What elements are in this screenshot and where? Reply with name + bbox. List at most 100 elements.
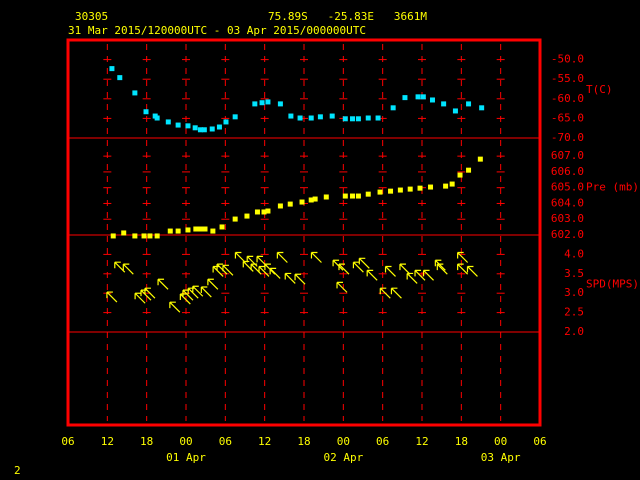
point	[342, 193, 348, 199]
x-tick-label: 12	[415, 435, 428, 448]
point	[350, 193, 356, 199]
point	[297, 115, 303, 121]
point	[457, 172, 463, 178]
y-axis-label: Pre (mb)	[586, 181, 639, 194]
point	[132, 90, 138, 96]
point	[355, 193, 361, 199]
point	[192, 125, 198, 131]
wind-arrow	[358, 257, 370, 269]
plot-frame	[66, 38, 542, 427]
wind-arrow	[379, 287, 391, 299]
wind-arrow	[258, 265, 270, 277]
x-tick-label: 18	[455, 435, 468, 448]
y-tick-label: -50.0	[551, 53, 584, 66]
y-tick-label: 3.5	[564, 267, 584, 280]
point	[210, 228, 216, 234]
x-tick-label: 06	[219, 435, 232, 448]
y-tick-label: 606.0	[551, 165, 584, 178]
point	[147, 233, 153, 239]
point	[477, 156, 483, 162]
point	[175, 228, 181, 234]
point	[342, 116, 348, 122]
point	[390, 105, 396, 111]
y-tick-label: -70.0	[551, 131, 584, 144]
wind-arrow	[310, 251, 322, 263]
wind-arrow	[140, 289, 152, 301]
x-tick-label: 18	[140, 435, 153, 448]
point	[350, 116, 356, 122]
wind-arrow	[169, 301, 181, 313]
station-location: 75.89S -25.83E 3661M	[268, 10, 427, 23]
point	[287, 201, 293, 207]
wind-arrow	[192, 285, 204, 297]
point	[244, 213, 250, 219]
y-tick-label: 604.0	[551, 196, 584, 209]
y-tick-label: 3.0	[564, 286, 584, 299]
wind-arrow	[332, 259, 344, 271]
wind-arrow	[352, 261, 364, 273]
wind-arrow	[406, 272, 418, 284]
y-tick-label: 607.0	[551, 149, 584, 162]
point	[441, 101, 447, 107]
point	[197, 226, 203, 232]
point	[259, 100, 265, 106]
point	[132, 233, 138, 239]
point	[167, 228, 173, 234]
date-label: 03 Apr	[481, 451, 521, 464]
wind-arrow	[144, 287, 156, 299]
point	[355, 116, 361, 122]
point	[154, 115, 160, 121]
point	[375, 115, 381, 121]
y-tick-label: 2.0	[564, 325, 584, 338]
point	[277, 101, 283, 107]
point	[261, 209, 267, 215]
point	[308, 197, 314, 203]
wind-arrow	[134, 292, 146, 304]
point	[449, 181, 455, 187]
station-id: 30305	[75, 10, 108, 23]
point	[175, 122, 181, 128]
y-axis-label: SPD(MPS)	[586, 278, 639, 291]
wind-arrow	[157, 278, 169, 290]
y-axis-label: T(C)	[586, 83, 613, 96]
x-tick-label: 00	[337, 435, 350, 448]
point	[254, 209, 260, 215]
point	[216, 124, 222, 130]
point	[232, 114, 238, 120]
wind-arrow	[122, 263, 134, 275]
wind-arrow	[466, 265, 478, 277]
point	[223, 119, 229, 125]
date-label: 02 Apr	[323, 451, 363, 464]
y-tick-label: -60.0	[551, 92, 584, 105]
wind-arrow	[294, 273, 306, 285]
point	[388, 188, 394, 194]
wind-arrow	[284, 272, 296, 284]
point	[202, 226, 208, 232]
wind-arrow	[106, 291, 118, 303]
point	[121, 230, 127, 236]
wind-arrow	[457, 263, 469, 275]
point	[252, 101, 258, 107]
point	[165, 119, 171, 125]
wind-arrow	[390, 287, 402, 299]
y-tick-label: 4.0	[564, 247, 584, 260]
wind-arrow	[436, 263, 448, 275]
x-tick-label: 00	[494, 435, 507, 448]
wind-arrow	[207, 278, 219, 290]
wind-arrow	[434, 259, 446, 271]
time-period: 31 Mar 2015/120000UTC - 03 Apr 2015/0000…	[68, 24, 366, 37]
point	[402, 95, 408, 101]
point	[479, 105, 485, 111]
point	[232, 216, 238, 222]
point	[265, 99, 271, 105]
wind-arrow	[414, 269, 426, 281]
wind-arrow	[114, 261, 126, 273]
point	[466, 101, 472, 107]
x-tick-label: 00	[179, 435, 192, 448]
point	[185, 227, 191, 233]
wind-arrow	[336, 281, 348, 293]
wind-arrow	[222, 264, 234, 276]
point	[365, 115, 371, 121]
